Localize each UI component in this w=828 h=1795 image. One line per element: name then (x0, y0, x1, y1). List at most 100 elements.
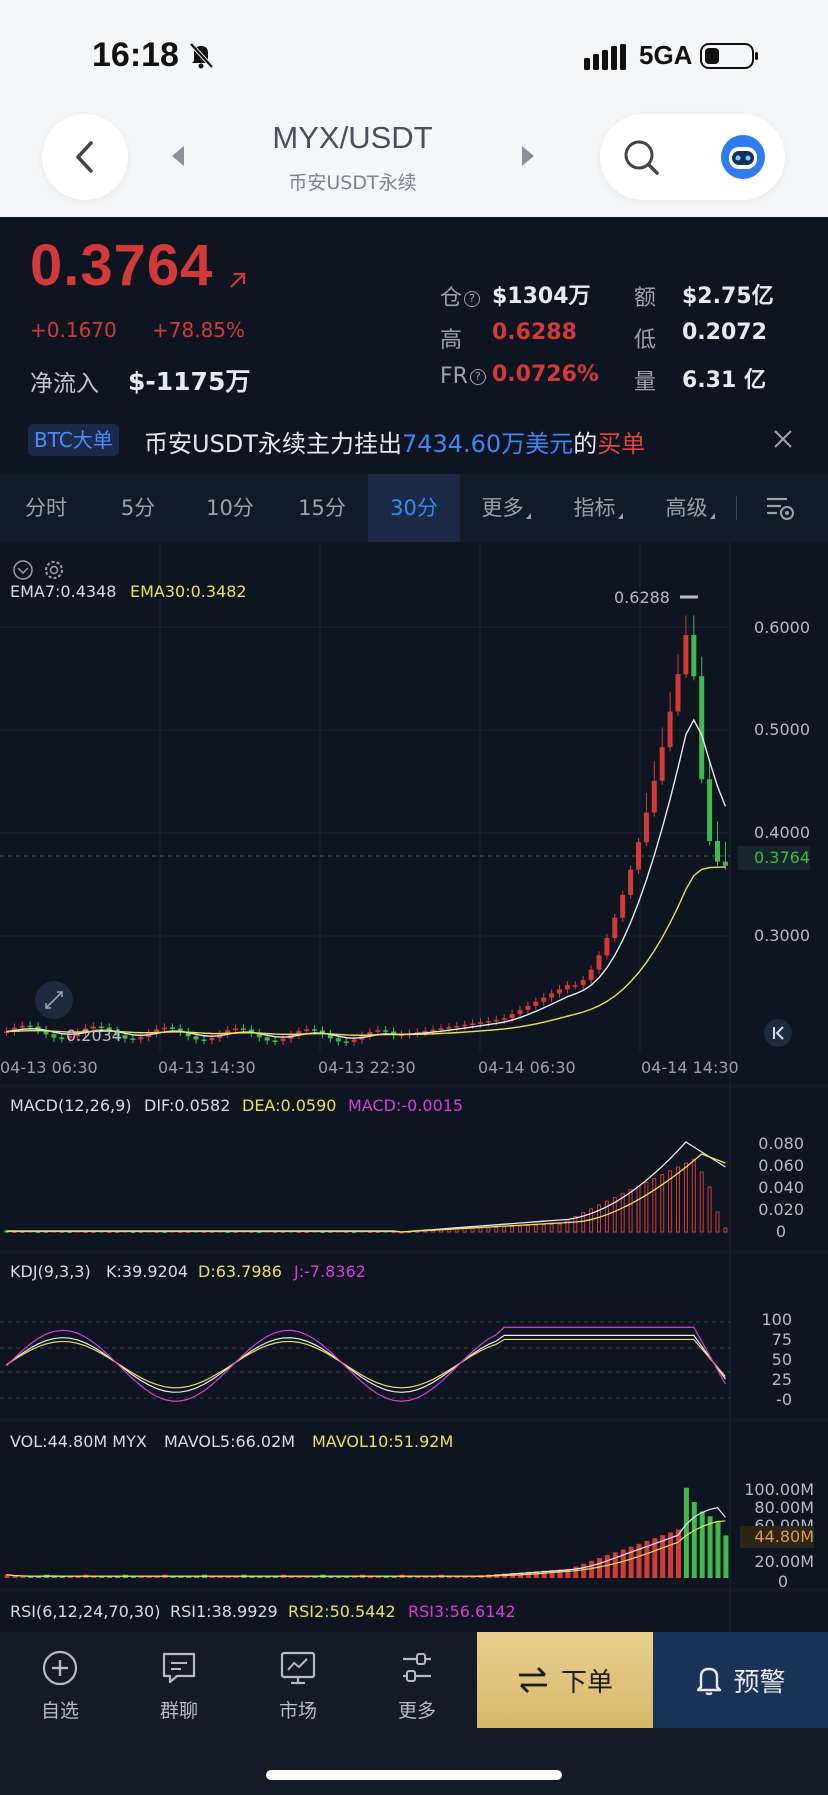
chart-area[interactable]: EMA7:0.4348 EMA30:0.3482 0.6288 0.2034 0… (0, 542, 828, 1632)
tab-timeline[interactable]: 分时 (25, 496, 67, 520)
oi-label[interactable]: 仓? (440, 280, 481, 312)
fr-label[interactable]: FR? (440, 364, 486, 389)
volume-bar (12, 1576, 18, 1578)
candle-body (707, 779, 713, 841)
panel-divider (0, 1588, 828, 1592)
price-alert-button[interactable]: 预警 (653, 1632, 828, 1728)
tab-more[interactable]: 更多 (460, 474, 552, 542)
volume-bar (620, 1549, 626, 1578)
collapse-icon[interactable] (13, 560, 33, 580)
candle-body (501, 1018, 507, 1020)
ema7-label: EMA7:0.4348 (10, 582, 117, 601)
volume-bar (273, 1576, 279, 1578)
candle-body (683, 635, 689, 675)
y-tick: 0.3000 (754, 926, 810, 945)
volume-bar (170, 1576, 176, 1578)
tab-10m[interactable]: 10分 (206, 496, 254, 520)
candle-body (533, 1001, 539, 1006)
macd-bar (715, 1211, 720, 1233)
ai-assistant-icon[interactable] (720, 134, 766, 180)
kdj-y-tick: -0 (776, 1390, 792, 1409)
next-pair-icon[interactable] (520, 146, 536, 166)
candle-body (201, 1039, 207, 1042)
macd-y-tick: 0.080 (758, 1134, 804, 1153)
place-order-button[interactable]: 下单 (477, 1632, 653, 1728)
y-tick: 0.4000 (754, 823, 810, 842)
macd-value: MACD:-0.0015 (348, 1096, 464, 1115)
search-icon[interactable] (622, 138, 662, 178)
low-label: 低 (634, 328, 657, 353)
volume-bar (296, 1576, 302, 1578)
help-icon[interactable]: ? (469, 369, 486, 385)
kdj-y-tick: 75 (771, 1330, 792, 1349)
chart-canvas[interactable] (0, 542, 828, 1632)
help-icon[interactable]: ? (464, 291, 481, 307)
macd-bar (604, 1200, 609, 1233)
candle-body (248, 1029, 254, 1033)
volume-bar (699, 1511, 705, 1578)
candle-body (51, 1034, 57, 1038)
candle-body (612, 917, 618, 939)
tab-30m[interactable]: 30分 (368, 474, 460, 542)
candle-body (557, 989, 562, 994)
candle-body (154, 1029, 160, 1034)
volume-bar (99, 1576, 105, 1578)
chat-icon (162, 1652, 196, 1684)
jump-to-latest-icon[interactable] (763, 1018, 793, 1048)
back-button[interactable] (42, 114, 128, 200)
tab-advanced[interactable]: 高级 (644, 474, 736, 542)
y-tick: 0.6000 (754, 618, 810, 637)
volume-bar (51, 1576, 57, 1578)
volume-bar (636, 1543, 642, 1578)
prev-pair-icon[interactable] (170, 146, 186, 166)
kdj-label: KDJ(9,3,3) (10, 1262, 91, 1281)
expand-icon[interactable] (34, 980, 74, 1020)
macd-bar (557, 1223, 562, 1233)
chart-settings-icon[interactable] (765, 494, 795, 522)
volume-bar (446, 1576, 452, 1578)
candle-body (177, 1028, 183, 1032)
nav-label: 群聊 (159, 1700, 198, 1722)
candle-body (651, 780, 657, 813)
macd-bar (660, 1174, 665, 1233)
volume-bar (423, 1576, 429, 1578)
interval-tabs: 分时 5分 10分 15分 30分 更多 指标 高级 (0, 474, 828, 542)
macd-bar (581, 1212, 586, 1233)
change-absolute: +0.1670 (30, 318, 117, 342)
ema7-line (6, 718, 727, 1039)
x-tick: 04-14 14:30 (641, 1058, 739, 1077)
volume-bar (557, 1569, 563, 1578)
rsi3-label: RSI3:56.6142 (408, 1602, 516, 1621)
tab-15m[interactable]: 15分 (298, 496, 346, 520)
pair-title[interactable]: MYX/USDT (272, 120, 433, 155)
macd-y-tick: 0.060 (758, 1156, 804, 1175)
close-icon[interactable] (772, 428, 794, 450)
nav-watchlist[interactable]: 自选 (5, 1632, 115, 1742)
macd-bar (486, 1227, 491, 1233)
vol-y-tick: 0 (777, 1572, 788, 1591)
gear-icon[interactable] (45, 561, 63, 579)
nav-group-chat[interactable]: 群聊 (124, 1632, 234, 1742)
tab-5m[interactable]: 5分 (120, 496, 156, 520)
tab-indicators[interactable]: 指标 (552, 474, 644, 542)
nav-more[interactable]: 更多 (362, 1632, 472, 1742)
volume-bar (107, 1576, 113, 1578)
macd-bar (691, 1158, 696, 1233)
macd-bar (478, 1227, 483, 1233)
candle-body (675, 674, 681, 712)
macd-bar (525, 1225, 530, 1233)
x-tick: 04-13 06:30 (0, 1058, 98, 1077)
volume-bar (415, 1576, 421, 1578)
macd-bar (541, 1224, 546, 1233)
nav-market[interactable]: 市场 (243, 1632, 353, 1742)
volume-bar (20, 1576, 26, 1578)
volume-bar (36, 1576, 42, 1578)
caret-icon (525, 513, 531, 519)
kdj-y-tick: 100 (761, 1310, 792, 1329)
candle-body (185, 1031, 191, 1037)
volume-bar (4, 1574, 10, 1578)
kdj-k: K:39.9204 (106, 1262, 189, 1281)
oi-value: $1304万 (492, 284, 591, 309)
mavol10-label: MAVOL10:51.92M (312, 1432, 454, 1451)
big-order-banner[interactable]: BTC大单 币安USDT永续主力挂出7434.60万美元的买单 (0, 414, 828, 470)
